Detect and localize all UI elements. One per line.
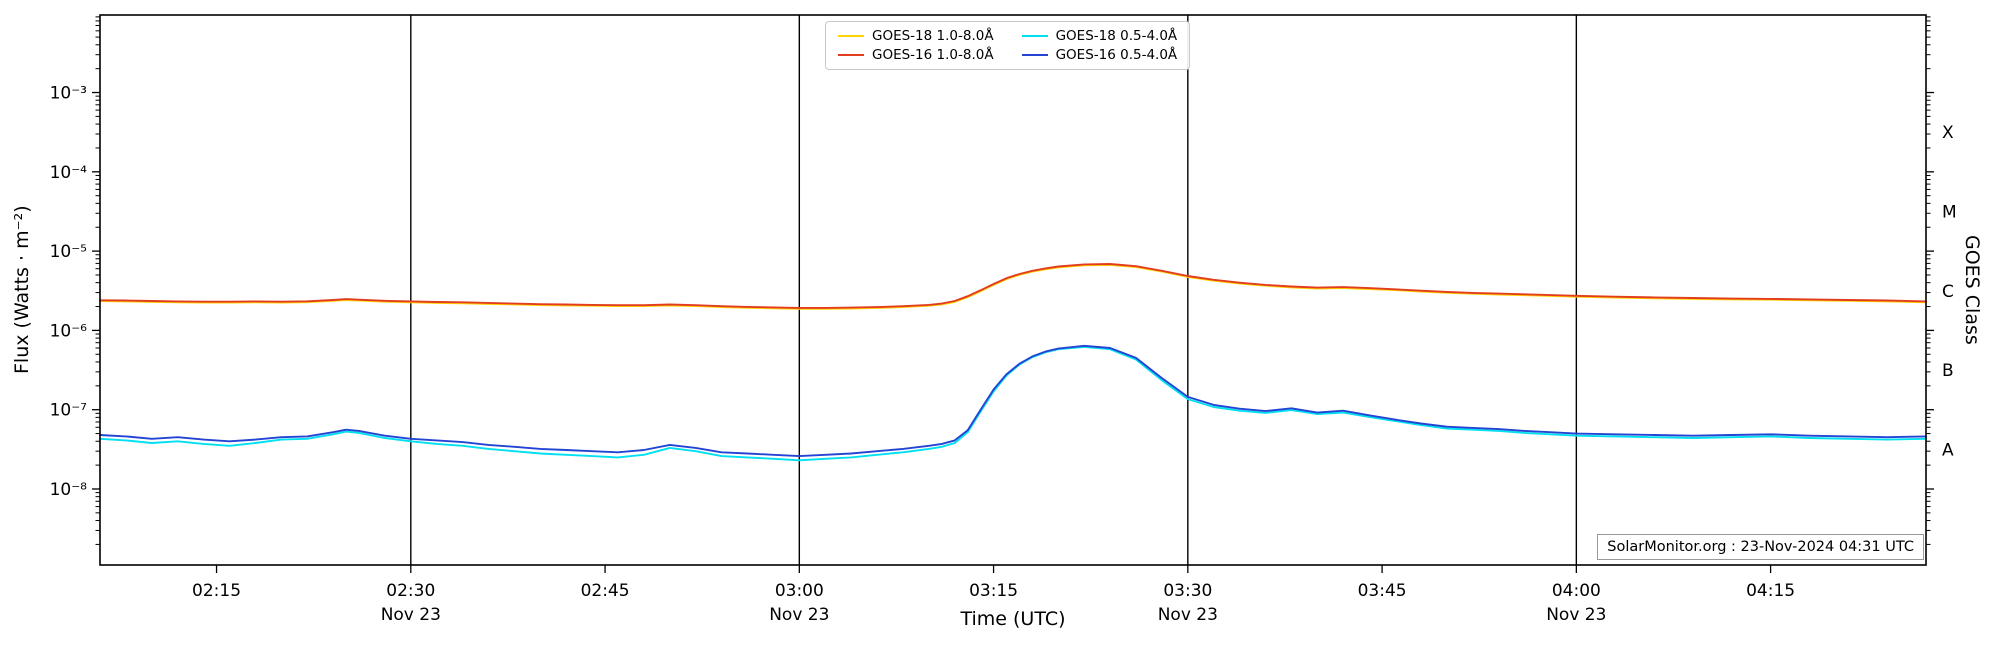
x-tick-label: 02:45 <box>581 581 630 601</box>
legend-item: GOES-18 1.0-8.0Å <box>838 28 994 44</box>
x-tick-label: 03:45 <box>1358 581 1407 601</box>
series-line-goes-18-1-0-8-0- <box>99 263 1927 310</box>
series-line-goes-18-0-5-4-0- <box>99 345 1927 462</box>
x-tick-date-label: Nov 23 <box>1546 605 1606 625</box>
x-tick-label: 03:15 <box>969 581 1018 601</box>
legend-label: GOES-16 1.0-8.0Å <box>872 47 994 63</box>
y-tick-label: 10⁻⁶ <box>50 321 88 341</box>
goes-class-letter-x: X <box>1942 123 1954 143</box>
legend-label: GOES-16 0.5-4.0Å <box>1055 47 1178 63</box>
legend-line-swatch <box>838 53 864 57</box>
legend-line-swatch <box>1021 53 1048 57</box>
y-tick-label: 10⁻³ <box>50 84 87 104</box>
x-tick-date-label: Nov 23 <box>381 605 441 625</box>
x-tick-label: 04:15 <box>1746 581 1795 601</box>
x-tick-date-label: Nov 23 <box>769 605 829 625</box>
x-tick-label: 03:00 <box>775 581 824 601</box>
x-tick-label: 02:30 <box>386 581 435 601</box>
goes-class-letter-m: M <box>1942 202 1957 222</box>
legend-item: GOES-16 1.0-8.0Å <box>838 47 994 63</box>
y-tick-label: 10⁻⁴ <box>50 163 88 183</box>
goes-class-letter-a: A <box>1942 440 1954 460</box>
y-tick-label: 10⁻⁵ <box>50 242 87 262</box>
y-tick-label: 10⁻⁷ <box>50 401 88 421</box>
x-tick-date-label: Nov 23 <box>1158 605 1218 625</box>
legend-item: GOES-18 0.5-4.0Å <box>1021 28 1178 44</box>
y-axis-label: Flux (Watts · m⁻²) <box>11 205 33 375</box>
x-axis-label: Time (UTC) <box>960 608 1066 630</box>
right-axis-label: GOES Class <box>1961 235 1983 345</box>
x-tick-label: 03:30 <box>1163 581 1212 601</box>
series-line-goes-16-0-5-4-0- <box>99 344 1927 458</box>
plot-frame <box>99 14 1927 566</box>
goes-class-letter-c: C <box>1942 282 1954 302</box>
x-tick-label: 04:00 <box>1552 581 1601 601</box>
legend-label: GOES-18 1.0-8.0Å <box>872 28 994 44</box>
legend-item: GOES-16 0.5-4.0Å <box>1021 47 1178 63</box>
legend: GOES-18 1.0-8.0Å GOES-16 1.0-8.0Å GOES-18 … <box>825 21 1191 70</box>
legend-label: GOES-18 0.5-4.0Å <box>1055 28 1178 44</box>
y-tick-label: 10⁻⁸ <box>50 480 88 500</box>
legend-line-swatch <box>838 34 864 38</box>
legend-line-swatch <box>1021 34 1048 38</box>
watermark: SolarMonitor.org : 23-Nov-2024 04:31 UTC <box>1597 534 1924 560</box>
x-tick-label: 02:15 <box>192 581 241 601</box>
goes-class-letter-b: B <box>1942 361 1954 381</box>
series-line-goes-16-1-0-8-0- <box>99 263 1927 309</box>
